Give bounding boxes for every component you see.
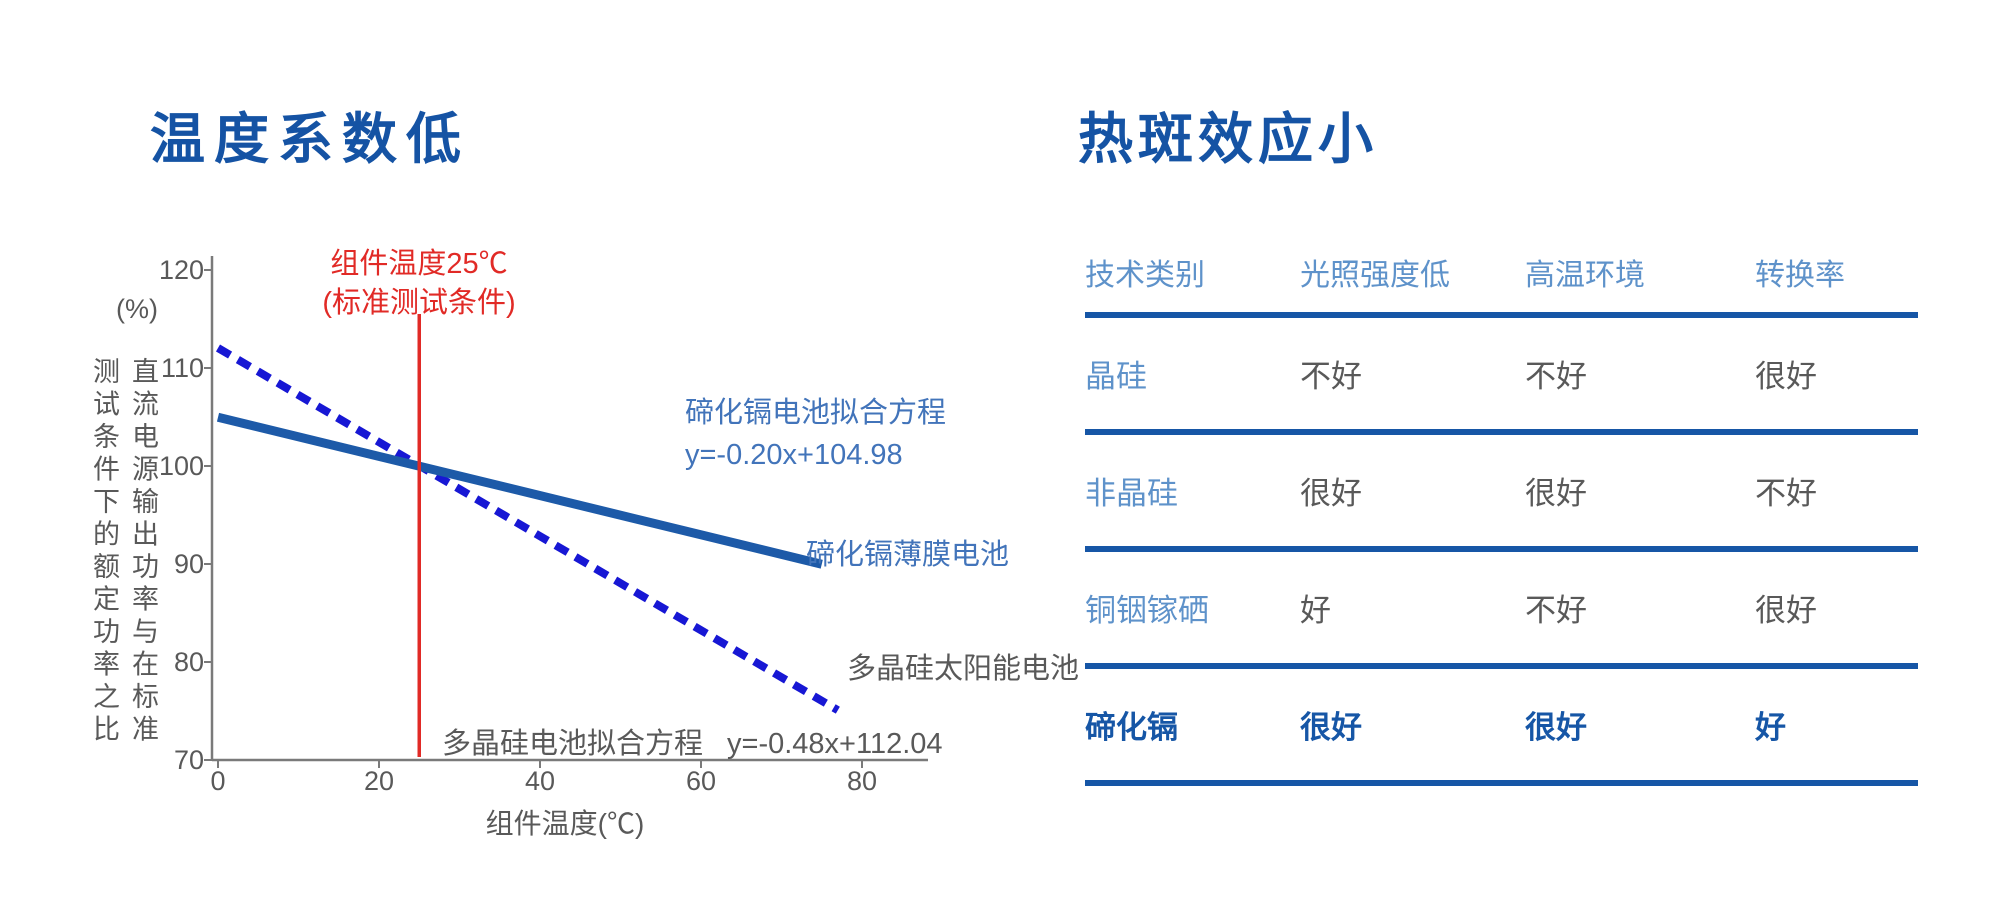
x-tick-label: 40 xyxy=(524,766,556,796)
cdte-series-label: 碲化镉薄膜电池 xyxy=(806,539,1010,571)
poly-fit-annotation: 多晶硅电池拟合方程 y=-0.48x+112.04 xyxy=(442,720,943,762)
table-title: 热斑效应小 xyxy=(1078,108,1379,170)
x-tick-label: 80 xyxy=(846,766,878,796)
row-label: 铜铟镓硒 xyxy=(1085,593,1209,628)
cdte-fit-label: 碲化镉电池拟合方程 xyxy=(685,397,947,429)
header-cell-conversion: 转换率 xyxy=(1755,259,1845,292)
table-cell: 很好 xyxy=(1525,476,1587,511)
y-tick-label: 70 xyxy=(173,745,204,775)
cdte-fit-equation: y=-0.20x+104.98 xyxy=(685,439,903,471)
row-label: 碲化镉 xyxy=(1085,710,1178,745)
cdte-fit-annotation: 碲化镉电池拟合方程 y=-0.20x+104.98 xyxy=(685,392,946,476)
table-cell: 不好 xyxy=(1525,593,1587,628)
x-tick-label: 60 xyxy=(685,766,717,796)
poly-fit-label: 多晶硅电池拟合方程 xyxy=(442,728,704,760)
y-tick-label: 110 xyxy=(160,353,204,383)
table-cell: 很好 xyxy=(1755,359,1817,394)
header-cell-low-light: 光照强度低 xyxy=(1300,259,1450,292)
row-label: 晶硅 xyxy=(1085,359,1147,394)
axis-tick-marks xyxy=(204,269,863,768)
reference-label-line-1: 组件温度25℃ xyxy=(330,248,508,280)
row-label: 非晶硅 xyxy=(1085,476,1178,511)
poly-series-label: 多晶硅太阳能电池 xyxy=(847,653,1080,685)
y-tick-label: 80 xyxy=(173,647,204,677)
table-cell: 很好 xyxy=(1300,710,1362,745)
y-tick-label: 100 xyxy=(158,451,204,481)
x-tick-label: 0 xyxy=(210,766,226,796)
table-row: 碲化镉 很好 很好 好 xyxy=(1085,669,1918,786)
poly-fit-equation: y=-0.48x+112.04 xyxy=(727,728,943,760)
table-row: 铜铟镓硒 好 不好 很好 xyxy=(1085,552,1918,669)
table-cell: 不好 xyxy=(1755,476,1817,511)
reference-label-line-2: (标准测试条件) xyxy=(322,287,516,319)
chart-title: 温度系数低 xyxy=(150,108,471,170)
table-header-row: 技术类别 光照强度低 高温环境 转换率 xyxy=(1085,232,1918,318)
table-cell: 好 xyxy=(1755,710,1786,745)
header-cell-category: 技术类别 xyxy=(1085,259,1205,292)
table-cell: 很好 xyxy=(1755,593,1817,628)
y-tick-label: 90 xyxy=(173,549,204,579)
y-axis-title: 直流电源输出功率与在标准测试条件下的额定功率之比 xyxy=(89,357,158,747)
y-tick-label: 120 xyxy=(158,255,204,285)
table-cell: 好 xyxy=(1300,593,1331,628)
tech-comparison-table: 技术类别 光照强度低 高温环境 转换率 晶硅 不好 不好 很好 非晶硅 很好 很… xyxy=(1085,232,1918,786)
table-row: 非晶硅 很好 很好 不好 xyxy=(1085,435,1918,552)
x-axis-title: 组件温度(℃) xyxy=(485,808,645,839)
y-axis-unit-label: (%) xyxy=(116,294,158,324)
table-cell: 很好 xyxy=(1525,710,1587,745)
table-cell: 不好 xyxy=(1300,359,1362,394)
header-cell-high-temp: 高温环境 xyxy=(1525,259,1645,292)
table-row: 晶硅 不好 不好 很好 xyxy=(1085,318,1918,435)
x-tick-label: 20 xyxy=(363,766,395,796)
table-cell: 不好 xyxy=(1525,359,1587,394)
table-cell: 很好 xyxy=(1300,476,1362,511)
